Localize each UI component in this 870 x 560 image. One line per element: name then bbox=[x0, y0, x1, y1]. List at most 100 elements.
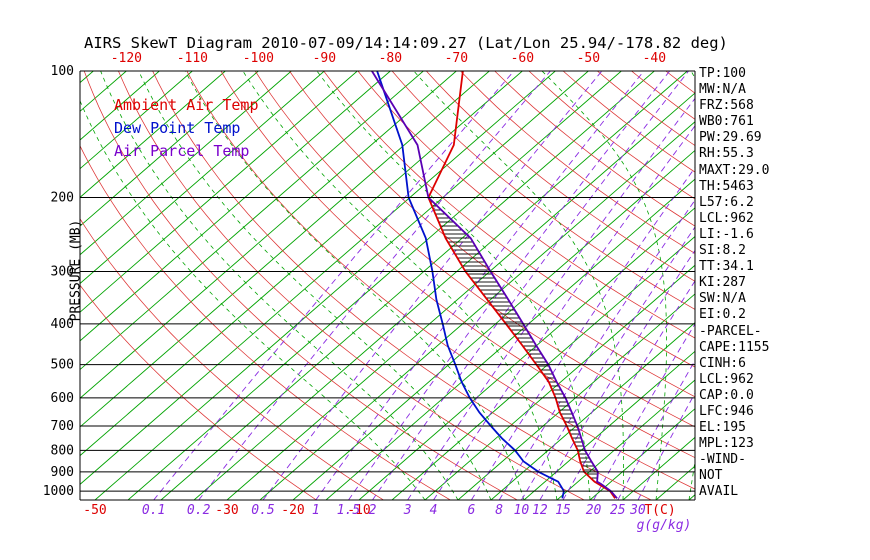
mixing-ratio-line bbox=[407, 97, 695, 500]
stat-line: EL:195 bbox=[699, 420, 746, 436]
moist-adiabat-line bbox=[413, 71, 624, 500]
isotherm-line bbox=[292, 149, 695, 500]
mixing-ratio-tick-label: 25 bbox=[610, 503, 626, 518]
mixing-ratio-tick-label: 20 bbox=[586, 503, 602, 518]
pressure-tick-label: 100 bbox=[51, 64, 74, 79]
tick-label: -110 bbox=[177, 51, 208, 66]
isotherm-line bbox=[259, 121, 695, 500]
pressure-tick-label: 700 bbox=[51, 419, 74, 434]
isotherm-line bbox=[226, 92, 695, 500]
dry-adiabat-line bbox=[528, 71, 695, 200]
stat-line: TH:5463 bbox=[699, 178, 754, 194]
stat-line: WB0:761 bbox=[699, 114, 754, 130]
mixing-ratio-tick-label: 1.5 bbox=[337, 503, 361, 518]
mixing-ratio-line bbox=[562, 280, 695, 500]
mixing-ratio-tick-label: 3 bbox=[403, 503, 412, 518]
isotherm-line bbox=[80, 71, 523, 457]
dry-adiabat-line bbox=[391, 71, 695, 310]
mixing-ratio-line bbox=[348, 71, 671, 500]
isotherm-line bbox=[457, 293, 695, 500]
stat-line: PW:29.69 bbox=[699, 130, 762, 146]
moist-adiabat-line bbox=[541, 71, 667, 500]
stat-line: -WIND- bbox=[699, 452, 746, 468]
isotherm-line bbox=[80, 71, 226, 198]
mixing-ratio-tick-label: 12 bbox=[532, 503, 548, 518]
pressure-tick-label: 800 bbox=[51, 443, 74, 458]
mixing-ratio-tick-label: 30 bbox=[629, 503, 646, 518]
isotherm-line bbox=[193, 71, 688, 500]
legend-dew-point-temp: Dew Point Temp bbox=[114, 119, 241, 137]
dry-adiabat-line bbox=[323, 71, 695, 368]
dry-adiabat-line bbox=[494, 71, 695, 227]
isotherm-line bbox=[80, 71, 490, 428]
dry-adiabat-line bbox=[357, 71, 695, 339]
dry-adiabat-line bbox=[152, 71, 652, 500]
cape-hatched-area bbox=[428, 197, 598, 482]
isotherm-line bbox=[0, 71, 60, 500]
mixing-ratio-line bbox=[498, 199, 695, 500]
dry-adiabat-line bbox=[118, 71, 585, 500]
stat-line: L57:6.2 bbox=[699, 194, 754, 210]
mixing-ratio-tick-label: 1 bbox=[312, 503, 320, 518]
stat-line: SI:8.2 bbox=[699, 243, 746, 259]
tick-label: -80 bbox=[379, 51, 402, 66]
tick-label: -50 bbox=[83, 503, 106, 518]
pressure-tick-label: 300 bbox=[51, 264, 74, 279]
isotherm-line bbox=[391, 235, 695, 500]
moist-adiabat-line bbox=[100, 71, 459, 500]
dry-adiabat-line bbox=[83, 71, 518, 500]
dry-adiabat-line bbox=[80, 145, 451, 500]
pressure-tick-label: 900 bbox=[51, 465, 74, 480]
pressure-tick-label: 1000 bbox=[43, 484, 74, 499]
mixing-ratio-line bbox=[593, 323, 695, 500]
pressure-tick-label: 200 bbox=[51, 190, 74, 205]
stat-line: LI:-1.6 bbox=[699, 226, 754, 242]
tick-label: -40 bbox=[643, 51, 666, 66]
isotherm-line bbox=[80, 71, 325, 285]
dry-adiabat-line bbox=[597, 71, 695, 147]
ambient-air-temp-curve bbox=[427, 71, 616, 499]
moist-adiabat-line bbox=[138, 71, 492, 500]
stat-line: EI:0.2 bbox=[699, 307, 746, 323]
tick-label: -50 bbox=[577, 51, 600, 66]
isotherm-line bbox=[127, 71, 622, 500]
stat-line: TP:100 bbox=[699, 66, 746, 81]
dry-adiabat-line bbox=[426, 71, 695, 282]
stat-line: AVAIL bbox=[699, 484, 739, 500]
isotherm-line bbox=[80, 71, 457, 399]
isotherm-line bbox=[358, 207, 695, 500]
stat-line: SW:N/A bbox=[699, 291, 746, 307]
stat-line: RH:55.3 bbox=[699, 146, 754, 162]
isotherm-line bbox=[80, 71, 424, 371]
tick-label: -100 bbox=[243, 51, 274, 66]
isotherm-line bbox=[80, 71, 259, 227]
mixing-ratio-line bbox=[433, 125, 695, 500]
isotherm-line bbox=[589, 408, 695, 500]
legend-air-parcel-temp: Air Parcel Temp bbox=[114, 142, 250, 160]
tick-label: -30 bbox=[215, 503, 238, 518]
tick-label: -10 bbox=[347, 503, 370, 518]
mixing-ratio-tick-label: 2 bbox=[369, 503, 377, 518]
mixing-ratio-line bbox=[153, 71, 515, 500]
mixing-ratio-line bbox=[372, 71, 689, 500]
isotherm-line bbox=[80, 71, 556, 485]
mixing-ratio-line bbox=[637, 392, 695, 500]
isotherm-line bbox=[80, 71, 292, 256]
stats-panel: TP:100 MW:N/A FRZ:568 WB0:761 PW:29.69 RH:55.… bbox=[699, 66, 769, 501]
mixing-ratio-line bbox=[262, 71, 603, 500]
mixing-ratio-tick-label: 0.2 bbox=[187, 503, 211, 518]
stat-line: NOT bbox=[699, 468, 723, 484]
isotherm-line bbox=[80, 71, 127, 112]
moist-adiabat-line bbox=[242, 71, 558, 500]
tick-label: -60 bbox=[511, 51, 534, 66]
mixing-ratio-tick-label: 8 bbox=[495, 503, 503, 518]
mixing-ratio-line bbox=[617, 359, 695, 500]
stat-line: CINH:6 bbox=[699, 355, 746, 371]
stat-line: CAPE:1155 bbox=[699, 339, 770, 355]
isotherm-line bbox=[556, 379, 695, 500]
pressure-tick-label: 600 bbox=[51, 391, 74, 406]
stat-line: LCL:962 bbox=[699, 210, 754, 226]
tick-label: -70 bbox=[445, 51, 468, 66]
